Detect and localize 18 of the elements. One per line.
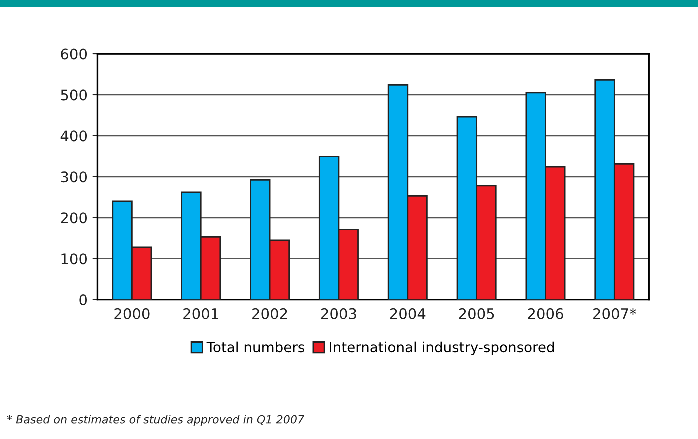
y-tick-label: 100 <box>62 254 88 265</box>
text: * Based on estimates of studies approved in Q1 2007 <box>7 415 304 426</box>
y-tick-label: 300 <box>61 172 88 183</box>
x-tick-label: 2004 <box>390 308 426 320</box>
y-tick-label: 0 <box>80 294 88 306</box>
y-tick-label: 200 <box>61 212 88 224</box>
legend-label: Total numbers <box>206 342 304 353</box>
y-tick-label: 600 <box>61 48 88 60</box>
x-tick-label: 2006 <box>528 308 564 320</box>
y-tick-label: 500 <box>61 90 88 101</box>
x-tick-label: 2000 <box>114 308 150 320</box>
y-tick-label: 400 <box>60 130 88 142</box>
x-tick-label: 2002 <box>252 308 288 320</box>
x-tick-label: 2001 <box>184 308 218 320</box>
x-tick-label: 2005 <box>459 308 494 320</box>
x-tick-label: 2007* <box>594 308 636 320</box>
x-tick-label: 2003 <box>321 308 356 320</box>
legend-label: International industry-sponsored <box>330 342 554 356</box>
